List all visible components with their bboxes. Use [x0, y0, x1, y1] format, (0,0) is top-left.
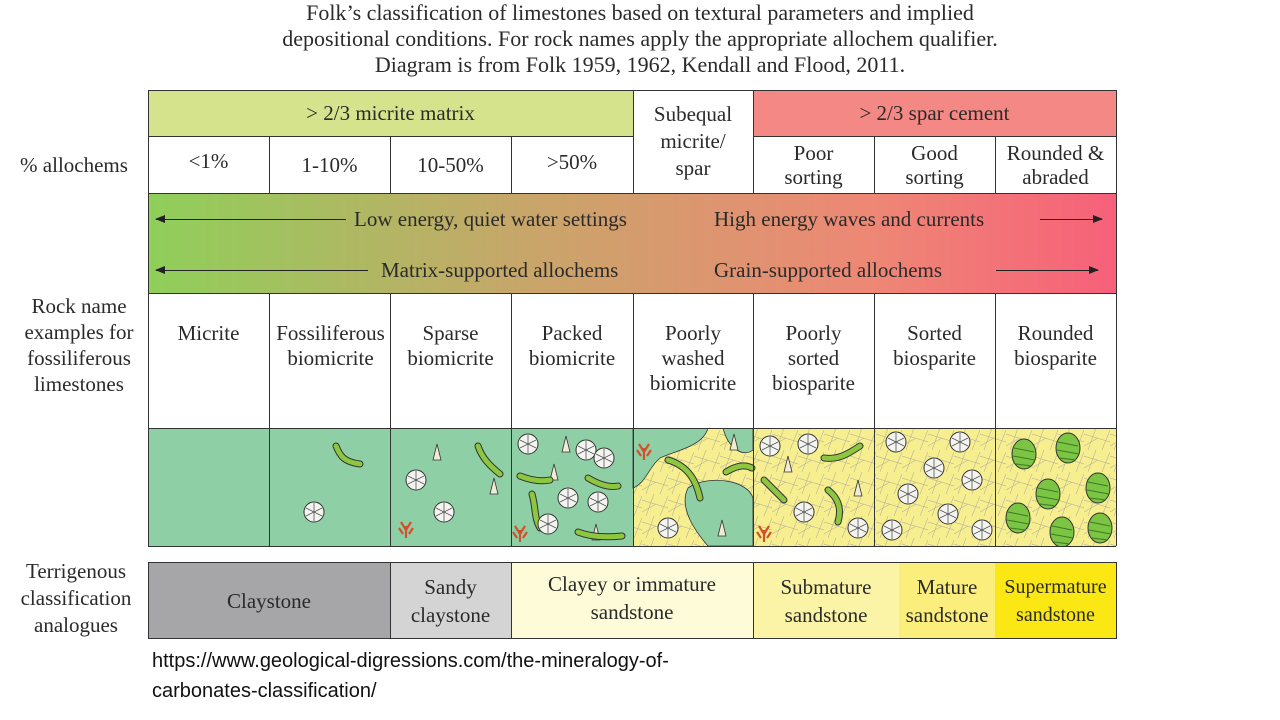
- grid-line: [1116, 562, 1117, 639]
- grid-line: [148, 428, 1116, 429]
- title-line-1: Folk’s classification of limestones base…: [306, 0, 974, 25]
- terrigenous-supermature-sandstone: Supermature sandstone: [995, 562, 1116, 639]
- grid-line: [148, 562, 149, 639]
- high-energy-arrow: [1040, 215, 1103, 223]
- allochems-cell-good-sorting: Good sorting: [905, 140, 964, 189]
- grid-line: [995, 293, 996, 546]
- grain-supported-arrow: [996, 266, 1099, 274]
- terrigenous-submature-sandstone: Submature sandstone: [753, 562, 899, 639]
- grid-line: [269, 293, 270, 546]
- fossiliferous-biomicrite-panel: [269, 428, 390, 546]
- grain-supported-label: Grain-supported allochems: [714, 258, 943, 282]
- allochems-cell-lt1: <1%: [188, 148, 229, 173]
- terrigenous-clayey-sandstone: Clayey or immature sandstone: [511, 562, 753, 639]
- matrix-supported-arrow: [155, 266, 368, 274]
- rock-name-fossiliferous-biomicrite: Fossiliferous biomicrite: [276, 321, 385, 370]
- grid-line: [874, 136, 875, 193]
- grid-line: [390, 562, 391, 639]
- allochems-cell-rounded: Rounded & abraded: [1006, 140, 1105, 189]
- grid-line: [511, 293, 512, 546]
- thin-section-illustrations: [148, 428, 1116, 546]
- allochems-cell-poor-sorting: Poor sorting: [784, 140, 843, 189]
- high-energy-label: High energy waves and currents: [714, 207, 985, 231]
- title-line-2: depositional conditions. For rock names …: [282, 26, 998, 51]
- grid-line: [753, 90, 754, 193]
- allochems-cell-1-10: 1-10%: [301, 152, 358, 177]
- rock-name-sparse-biomicrite: Sparse biomicrite: [407, 321, 494, 370]
- rock-name-packed-biomicrite: Packed biomicrite: [528, 321, 616, 370]
- grid-line: [753, 562, 754, 639]
- grid-line: [995, 136, 996, 193]
- rock-name-row-label: Rock name examples for fossiliferous lim…: [24, 294, 134, 396]
- terrigenous-row-label: Terrigenous classification analogues: [20, 559, 132, 637]
- grid-line: [148, 293, 1116, 294]
- grid-line: [148, 90, 149, 546]
- grid-line: [633, 293, 634, 546]
- grid-line: [1116, 90, 1117, 546]
- terrigenous-mature-sandstone: Mature sandstone: [899, 562, 995, 639]
- rock-name-poorly-washed-biomicrite: Poorly washed biomicrite: [649, 321, 737, 395]
- rock-name-poorly-sorted-biosparite: Poorly sorted biosparite: [772, 321, 855, 395]
- grid-line: [874, 293, 875, 546]
- grid-line: [753, 136, 1116, 137]
- allochems-cell-10-50: 10-50%: [417, 152, 484, 177]
- grid-line: [633, 90, 634, 193]
- source-url[interactable]: https://www.geological-digressions.com/t…: [152, 650, 669, 702]
- terrigenous-sandy-claystone: Sandy claystone: [390, 562, 511, 639]
- rock-name-micrite: Micrite: [177, 321, 240, 345]
- energy-gradient-band: [148, 193, 1116, 293]
- spar-cement-header: > 2/3 spar cement: [753, 90, 1116, 136]
- micrite-matrix-label: > 2/3 micrite matrix: [306, 101, 475, 125]
- rock-name-rounded-biosparite: Rounded biosparite: [1014, 321, 1097, 370]
- grid-line: [148, 90, 1116, 91]
- grid-line: [511, 136, 512, 193]
- grid-line: [148, 193, 1116, 194]
- micrite-patch: [632, 428, 709, 489]
- allochems-cell-gt50: >50%: [546, 149, 598, 174]
- grid-line: [148, 562, 1116, 563]
- title-line-3: Diagram is from Folk 1959, 1962, Kendall…: [374, 52, 906, 77]
- grid-line: [269, 136, 270, 193]
- subequal-label: Subequal micrite/ spar: [653, 102, 733, 180]
- micrite-panel: [148, 428, 269, 546]
- grid-line: [148, 546, 1116, 547]
- rock-name-sorted-biosparite: Sorted biosparite: [893, 321, 976, 370]
- grid-line: [390, 136, 391, 193]
- low-energy-arrow: [155, 215, 346, 223]
- grid-line: [390, 293, 391, 546]
- grid-line: [753, 293, 754, 546]
- subequal-header: Subequal micrite/ spar: [633, 90, 753, 193]
- terrigenous-claystone: Claystone: [148, 562, 390, 639]
- matrix-supported-label: Matrix-supported allochems: [381, 258, 619, 282]
- grid-line: [511, 562, 512, 639]
- allochems-row-label: % allochems: [20, 153, 128, 177]
- spar-cement-label: > 2/3 spar cement: [859, 101, 1010, 125]
- low-energy-label: Low energy, quiet water settings: [354, 207, 627, 231]
- micrite-matrix-header: > 2/3 micrite matrix: [148, 90, 633, 136]
- grid-line: [148, 638, 1116, 639]
